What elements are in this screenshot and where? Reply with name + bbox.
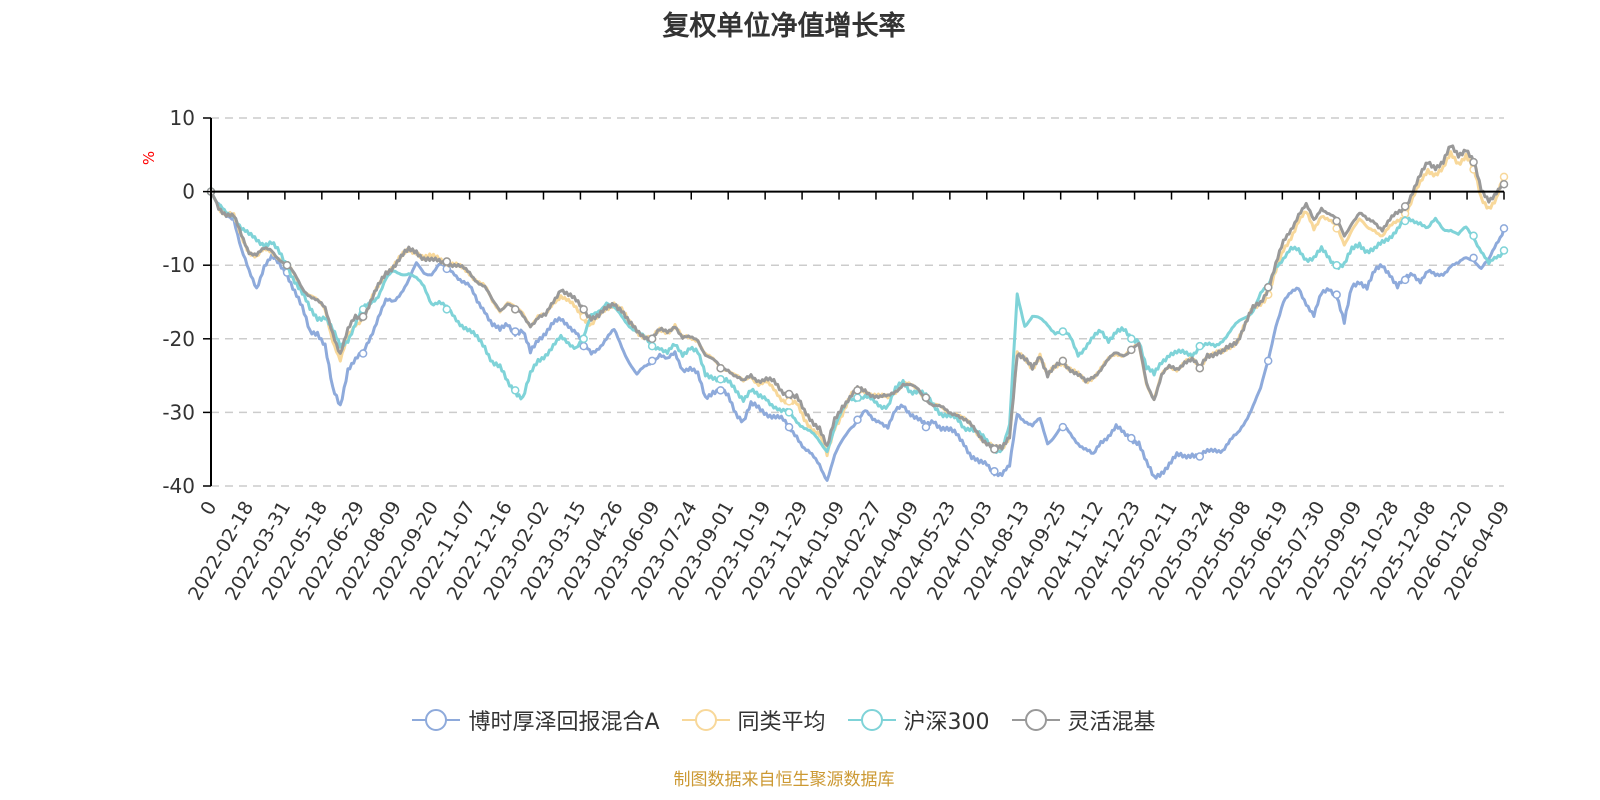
data-point-hs300 [1499, 246, 1509, 255]
legend[interactable]: 博时厚泽回报混合A 同类平均 沪深300 灵活混基 [0, 704, 1568, 736]
data-point-flexible [579, 305, 588, 314]
data-point-flexible [1469, 157, 1478, 167]
data-point-hs300 [1195, 341, 1205, 351]
data-point-hs300 [1332, 260, 1341, 270]
legend-label: 沪深300 [903, 710, 990, 735]
series-flexible [206, 144, 1509, 454]
legend-marker-icon [1011, 709, 1060, 731]
grid-lines [211, 117, 1504, 487]
legend-label: 灵活混基 [1067, 710, 1156, 735]
data-point-hs300 [1127, 334, 1136, 344]
data-point-fund [1195, 452, 1205, 461]
data-point-hs300 [647, 341, 657, 351]
data-point-flexible [853, 386, 862, 395]
data-point-hs300 [579, 334, 588, 344]
data-point-fund [853, 415, 862, 425]
data-point-flexible [358, 312, 368, 321]
data-point-fund [1332, 290, 1341, 299]
data-point-fund [1469, 253, 1478, 263]
data-point-flexible [282, 260, 292, 270]
legend-marker-icon [681, 709, 730, 731]
legend-item-flexible[interactable]: 灵活混基 [1011, 704, 1156, 736]
legend-item-hs300[interactable]: 沪深300 [847, 704, 990, 736]
data-point-hs300 [442, 305, 452, 314]
data-point-hs300 [853, 393, 862, 402]
series-line-peer_avg [209, 150, 1506, 458]
source-note: 制图数据来自恒生聚源数据库 [673, 770, 895, 790]
legend-item-peer_avg[interactable]: 同类平均 [681, 704, 826, 736]
data-point-fund [1263, 356, 1273, 366]
data-point-fund [1127, 433, 1136, 443]
y-tick-label: -30 [162, 400, 195, 424]
data-point-flexible [990, 444, 999, 454]
line-chart: 100-10-20-30-4002022-02-182022-03-312022… [140, 106, 1514, 604]
data-point-fund [784, 422, 794, 432]
data-point-fund [1400, 275, 1410, 285]
data-point-hs300 [1400, 216, 1410, 226]
data-point-flexible [716, 363, 725, 373]
series-peer_avg [206, 150, 1509, 458]
series-line-fund [209, 190, 1506, 482]
data-point-fund [1499, 224, 1509, 233]
y-tick-label: 10 [170, 106, 195, 130]
data-point-peer_avg [1499, 172, 1509, 182]
data-point-hs300 [716, 375, 725, 384]
series-fund [206, 187, 1509, 482]
data-point-hs300 [1058, 327, 1068, 336]
data-point-hs300 [1469, 231, 1478, 241]
data-point-fund [647, 356, 657, 366]
data-point-flexible [1263, 283, 1273, 292]
data-point-hs300 [784, 408, 794, 417]
legend-marker-icon [847, 709, 896, 731]
chart-title: 复权单位净值增长率 [662, 11, 906, 42]
data-point-flexible [1332, 216, 1341, 226]
y-tick-label: -40 [162, 474, 195, 498]
data-point-flexible [1400, 202, 1410, 211]
data-point-flexible [647, 334, 657, 344]
data-point-fund [921, 422, 931, 432]
x-tick-label: 0 [196, 498, 221, 519]
data-point-flexible [784, 389, 794, 399]
data-point-fund [716, 386, 725, 395]
y-tick-label: -20 [162, 327, 195, 351]
legend-label: 同类平均 [737, 710, 826, 735]
data-point-fund [1058, 422, 1068, 432]
legend-label: 博时厚泽回报混合A [468, 710, 660, 735]
data-point-fund [510, 327, 520, 336]
data-point-fund [990, 467, 999, 476]
y-axis-label: % [140, 151, 158, 165]
data-point-flexible [442, 257, 452, 266]
data-point-flexible [510, 305, 520, 314]
series-line-hs300 [209, 190, 1506, 454]
data-point-flexible [921, 393, 931, 402]
data-point-flexible [1499, 179, 1509, 189]
y-tick-label: -10 [162, 253, 195, 277]
data-point-fund [358, 349, 368, 358]
legend-item-fund[interactable]: 博时厚泽回报混合A [412, 704, 660, 736]
legend-marker-icon [412, 709, 461, 731]
data-point-flexible [1195, 363, 1205, 373]
data-point-hs300 [510, 386, 520, 395]
series-lines [206, 144, 1509, 482]
data-point-flexible [1058, 356, 1068, 366]
data-point-flexible [1127, 345, 1136, 355]
data-point-fund [579, 341, 588, 351]
y-tick-label: 0 [182, 180, 195, 204]
